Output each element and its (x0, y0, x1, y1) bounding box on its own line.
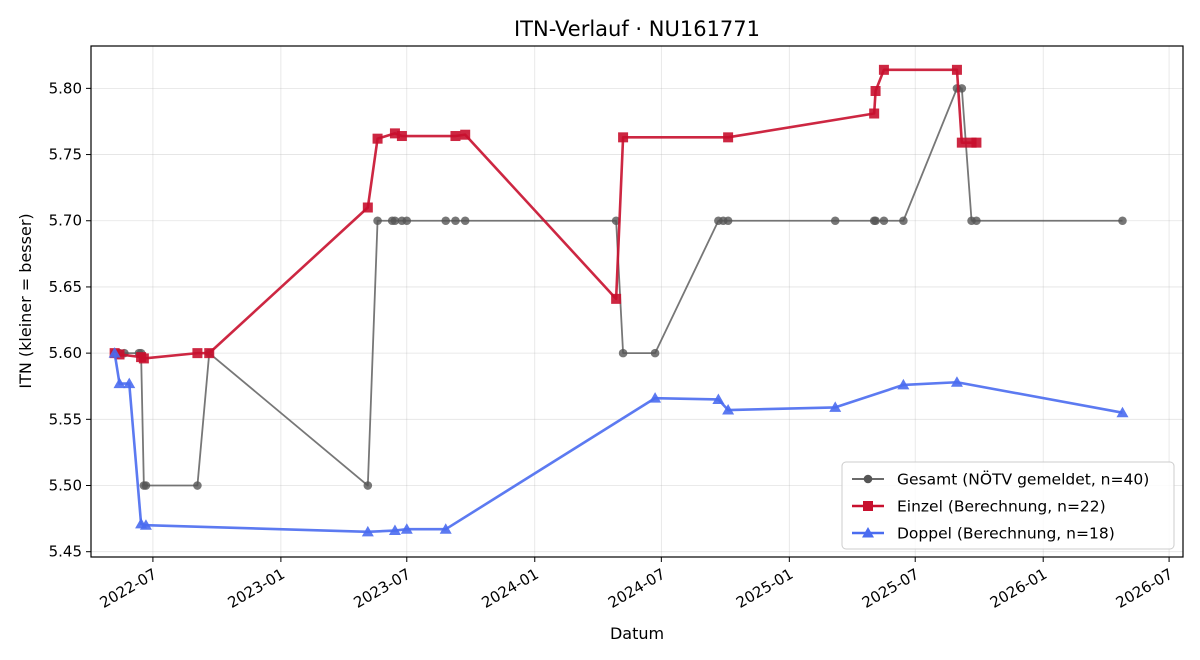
y-tick-label: 5.80 (49, 79, 82, 97)
y-tick-label: 5.45 (49, 543, 82, 561)
einzel-point (971, 137, 982, 148)
doppel-point (123, 377, 136, 389)
doppel-point (108, 347, 121, 358)
einzel-point (869, 108, 880, 119)
legend-einzel-label: Einzel (Berechnung, n=22) (897, 498, 1106, 516)
doppel-point (1116, 406, 1129, 418)
legend-doppel-marker (862, 527, 874, 538)
einzel-point (951, 64, 962, 75)
gesamt-point (650, 348, 660, 358)
legend-gesamt-label: Gesamt (NÖTV gemeldet, n=40) (897, 470, 1149, 489)
legend-einzel-marker (863, 501, 873, 511)
einzel-point (204, 348, 215, 359)
einzel-point (192, 348, 203, 359)
doppel-point (439, 523, 452, 534)
gesamt-point (871, 216, 880, 226)
einzel-point (389, 128, 400, 139)
doppel-point (722, 404, 735, 415)
doppel-line (113, 352, 1123, 534)
doppel-point (950, 376, 963, 387)
series-doppel (108, 347, 1129, 537)
gesamt-point (830, 216, 840, 226)
doppel-point (139, 519, 152, 530)
series-lines (108, 64, 1129, 537)
doppel-point (388, 524, 401, 536)
einzel-point (396, 131, 407, 142)
einzel-point (870, 86, 881, 97)
y-tick-label: 5.75 (49, 146, 82, 164)
y-axis-title: ITN (kleiner = besser) (16, 213, 35, 388)
legend-doppel-label: Doppel (Berechnung, n=18) (897, 525, 1115, 543)
y-tick-label: 5.50 (49, 477, 82, 495)
einzel-point (114, 349, 125, 360)
einzel-point (362, 202, 373, 213)
gesamt-point (1118, 216, 1127, 226)
gesamt-point (972, 216, 981, 226)
doppel-point (361, 525, 374, 537)
y-tick-label: 5.70 (49, 212, 82, 230)
gesamt-point (879, 216, 889, 226)
einzel-point (723, 132, 734, 143)
doppel-point (712, 393, 725, 404)
doppel-point (400, 523, 413, 534)
gesamt-point (441, 216, 451, 226)
y-tick-label: 5.60 (49, 344, 82, 362)
gesamt-point (451, 216, 460, 226)
gesamt-point (957, 84, 967, 93)
gesamt-point (618, 348, 628, 358)
gesamt-point (390, 216, 400, 226)
doppel-point (829, 401, 842, 412)
gesamt-point (193, 481, 202, 490)
legend: Gesamt (NÖTV gemeldet, n=40) Einzel (Bere… (841, 461, 1175, 550)
gesamt-point (460, 216, 470, 226)
y-tick-label: 5.55 (49, 410, 82, 428)
legend-gesamt-marker (863, 474, 873, 484)
legend-box (841, 461, 1175, 550)
y-tick-label: 5.65 (49, 278, 82, 296)
gesamt-point (723, 216, 733, 226)
doppel-point (113, 377, 126, 389)
gesamt-point (363, 481, 373, 490)
doppel-point (649, 392, 662, 403)
plot-area-frame (90, 45, 1184, 558)
gesamt-point (402, 216, 412, 226)
doppel-point (897, 378, 910, 390)
gesamt-point (899, 216, 908, 226)
x-axis-title: Datum (610, 624, 664, 643)
einzel-point (618, 132, 629, 143)
series-einzel (109, 64, 982, 364)
einzel-point (372, 133, 383, 144)
gesamt-point (373, 216, 382, 226)
einzel-point (450, 131, 461, 142)
gesamt-point (141, 481, 151, 490)
einzel-point (611, 293, 622, 304)
einzel-point (956, 137, 967, 148)
chart-title: ITN-Verlauf · NU161771 (514, 17, 760, 41)
einzel-point (460, 129, 471, 140)
einzel-point (878, 64, 889, 75)
einzel-point (138, 353, 149, 364)
